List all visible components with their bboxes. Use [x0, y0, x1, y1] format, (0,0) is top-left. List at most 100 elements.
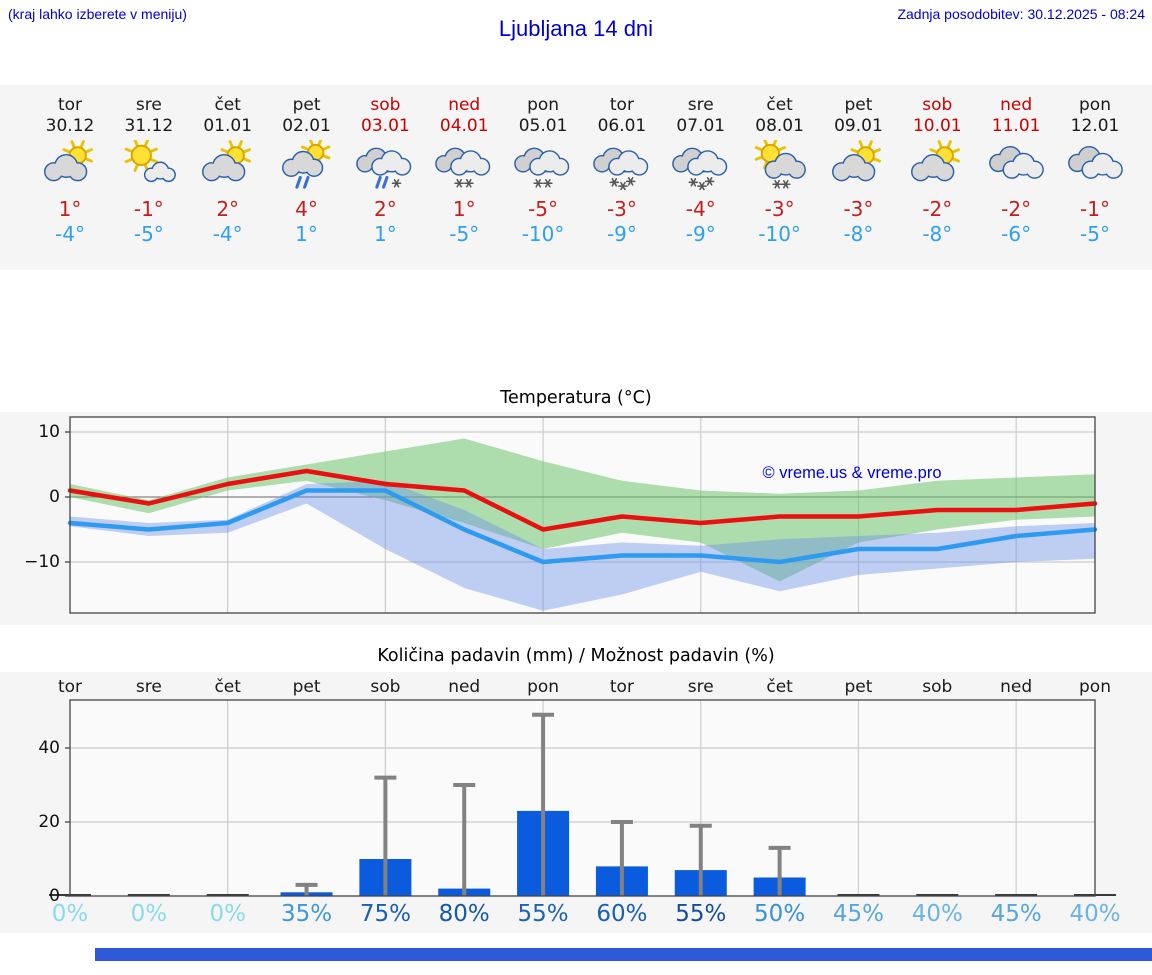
- temperature-chart-title: Temperatura (°C): [500, 388, 652, 408]
- day-name: sob: [922, 95, 953, 115]
- cloud-snow-3-icon: [671, 147, 727, 190]
- precip-day-label: sre: [136, 677, 162, 697]
- sun-cloud-rain-icon: [281, 140, 330, 189]
- cloud-snow-3-icon: [593, 147, 649, 190]
- low-temp: -8°: [922, 222, 953, 246]
- high-temp: -3°: [764, 197, 795, 221]
- precip-ytick: 0: [49, 886, 60, 906]
- temp-ytick: −10: [24, 552, 60, 572]
- day-date: 07.01: [676, 116, 726, 136]
- cloudy-icon: [989, 145, 1044, 179]
- high-temp: 4°: [295, 197, 318, 221]
- day-column[interactable]: sob 10.01 -2° -8°: [898, 85, 977, 247]
- day-date: 05.01: [518, 116, 568, 136]
- day-name: pon: [527, 95, 560, 115]
- day-column[interactable]: tor 30.12 1° -4°: [31, 85, 110, 247]
- low-temp: 1°: [374, 222, 397, 246]
- forecast-day-strip: tor 30.12 1° -4° sre 31.12 -1° -5° čet 01.01 2° -4°…: [0, 85, 1152, 270]
- day-column[interactable]: čet 08.01 -3° -10°: [740, 85, 819, 247]
- sun-cloud-icon: [201, 140, 251, 182]
- precip-day-label: pon: [1079, 677, 1111, 697]
- day-date: 08.01: [755, 116, 804, 136]
- day-name: sre: [687, 95, 714, 115]
- precip-ytick: 20: [38, 812, 60, 832]
- high-temp: -3°: [606, 197, 637, 221]
- day-name: sre: [135, 95, 162, 115]
- day-name: čet: [766, 95, 793, 115]
- day-column[interactable]: pon 05.01 -5° -10°: [504, 85, 583, 247]
- precip-day-label: tor: [58, 677, 82, 697]
- min-temp-line: [67, 488, 1098, 565]
- precip-probability: 0%: [209, 901, 246, 927]
- day-date: 06.01: [597, 116, 647, 136]
- low-temp: -10°: [758, 222, 801, 246]
- page-title: Ljubljana 14 dni: [498, 16, 654, 41]
- day-name: pet: [844, 95, 873, 115]
- day-date: 09.01: [834, 116, 883, 136]
- day-date: 01.01: [203, 116, 253, 136]
- cloud-rain-snow-icon: [356, 147, 412, 189]
- high-temp: -1°: [133, 197, 164, 221]
- day-column[interactable]: sre 07.01 -4° -9°: [661, 85, 740, 247]
- precipitation-chart: tor sre čet pet sob ned pon tor sre čet pet sob ned p…: [0, 672, 1152, 933]
- precip-zero-bar: [206, 894, 249, 896]
- day-date: 30.12: [45, 116, 95, 136]
- precip-probability: 55%: [518, 901, 569, 927]
- high-temp: 1°: [58, 197, 82, 221]
- precip-probability: 60%: [596, 901, 647, 927]
- high-temp: -5°: [528, 197, 559, 221]
- sun-cloud-icon: [44, 140, 93, 182]
- location-menu-note: (kraj lahko izberete v meniju): [8, 6, 187, 22]
- day-date: 31.12: [124, 116, 174, 136]
- precip-probability: 0%: [131, 901, 168, 927]
- precip-zero-bar: [995, 894, 1038, 896]
- precip-zero-bar: [837, 894, 880, 896]
- low-temp: -5°: [133, 222, 164, 246]
- high-temp: -4°: [685, 197, 716, 221]
- day-name: sob: [370, 95, 401, 115]
- precip-day-label: čet: [766, 677, 793, 697]
- precipitation-chart-title: Količina padavin (mm) / Možnost padavin …: [377, 646, 775, 666]
- precip-day-label: ned: [1000, 677, 1032, 697]
- day-column[interactable]: sre 31.12 -1° -5°: [109, 85, 188, 247]
- sun-cloud-icon: [911, 140, 961, 182]
- high-temp: -1°: [1080, 197, 1110, 221]
- precip-probability: 0%: [52, 901, 89, 927]
- high-temp: -2°: [922, 197, 953, 221]
- low-temp: -9°: [685, 222, 716, 246]
- day-date: 11.01: [991, 116, 1041, 136]
- cloudy-icon: [1068, 145, 1123, 179]
- precip-day-label: ned: [448, 677, 480, 697]
- day-name: čet: [214, 95, 241, 115]
- day-name: tor: [609, 95, 634, 115]
- precip-day-label: čet: [214, 677, 241, 697]
- max-temp-line: [67, 468, 1098, 532]
- day-name: tor: [57, 95, 83, 115]
- day-column[interactable]: čet 01.01 2° -4°: [188, 85, 267, 247]
- low-temp: -8°: [843, 222, 874, 246]
- precip-probability: 40%: [1069, 901, 1120, 927]
- min-range-band: [70, 480, 1095, 611]
- precip-ytick: 40: [38, 738, 60, 758]
- temp-ytick: 10: [38, 422, 60, 442]
- low-temp: -5°: [449, 222, 480, 246]
- day-column[interactable]: sob 03.01 2° 1°: [346, 85, 425, 247]
- day-column[interactable]: pet 09.01 -3° -8°: [819, 85, 898, 247]
- day-column[interactable]: pet 02.01 4° 1°: [267, 85, 346, 247]
- cloud-snow-2-icon: [435, 147, 491, 188]
- precip-probability: 75%: [360, 901, 411, 927]
- day-column[interactable]: tor 06.01 -3° -9°: [582, 85, 661, 247]
- precip-day-label: tor: [610, 677, 634, 697]
- precip-zero-bar: [916, 894, 959, 896]
- day-column[interactable]: ned 11.01 -2° -6°: [977, 85, 1056, 247]
- low-temp: -4°: [212, 222, 243, 246]
- day-date: 03.01: [361, 116, 410, 136]
- watermark: © vreme.us & vreme.pro: [762, 464, 941, 482]
- day-column[interactable]: ned 04.01 1° -5°: [425, 85, 504, 247]
- precip-probability: 45%: [991, 901, 1042, 927]
- day-column[interactable]: pon 12.01 -1° -5°: [1056, 85, 1135, 247]
- day-name: pet: [292, 95, 321, 115]
- precip-probability: 40%: [912, 901, 963, 927]
- horizontal-scrollbar-thumb[interactable]: [95, 948, 1152, 961]
